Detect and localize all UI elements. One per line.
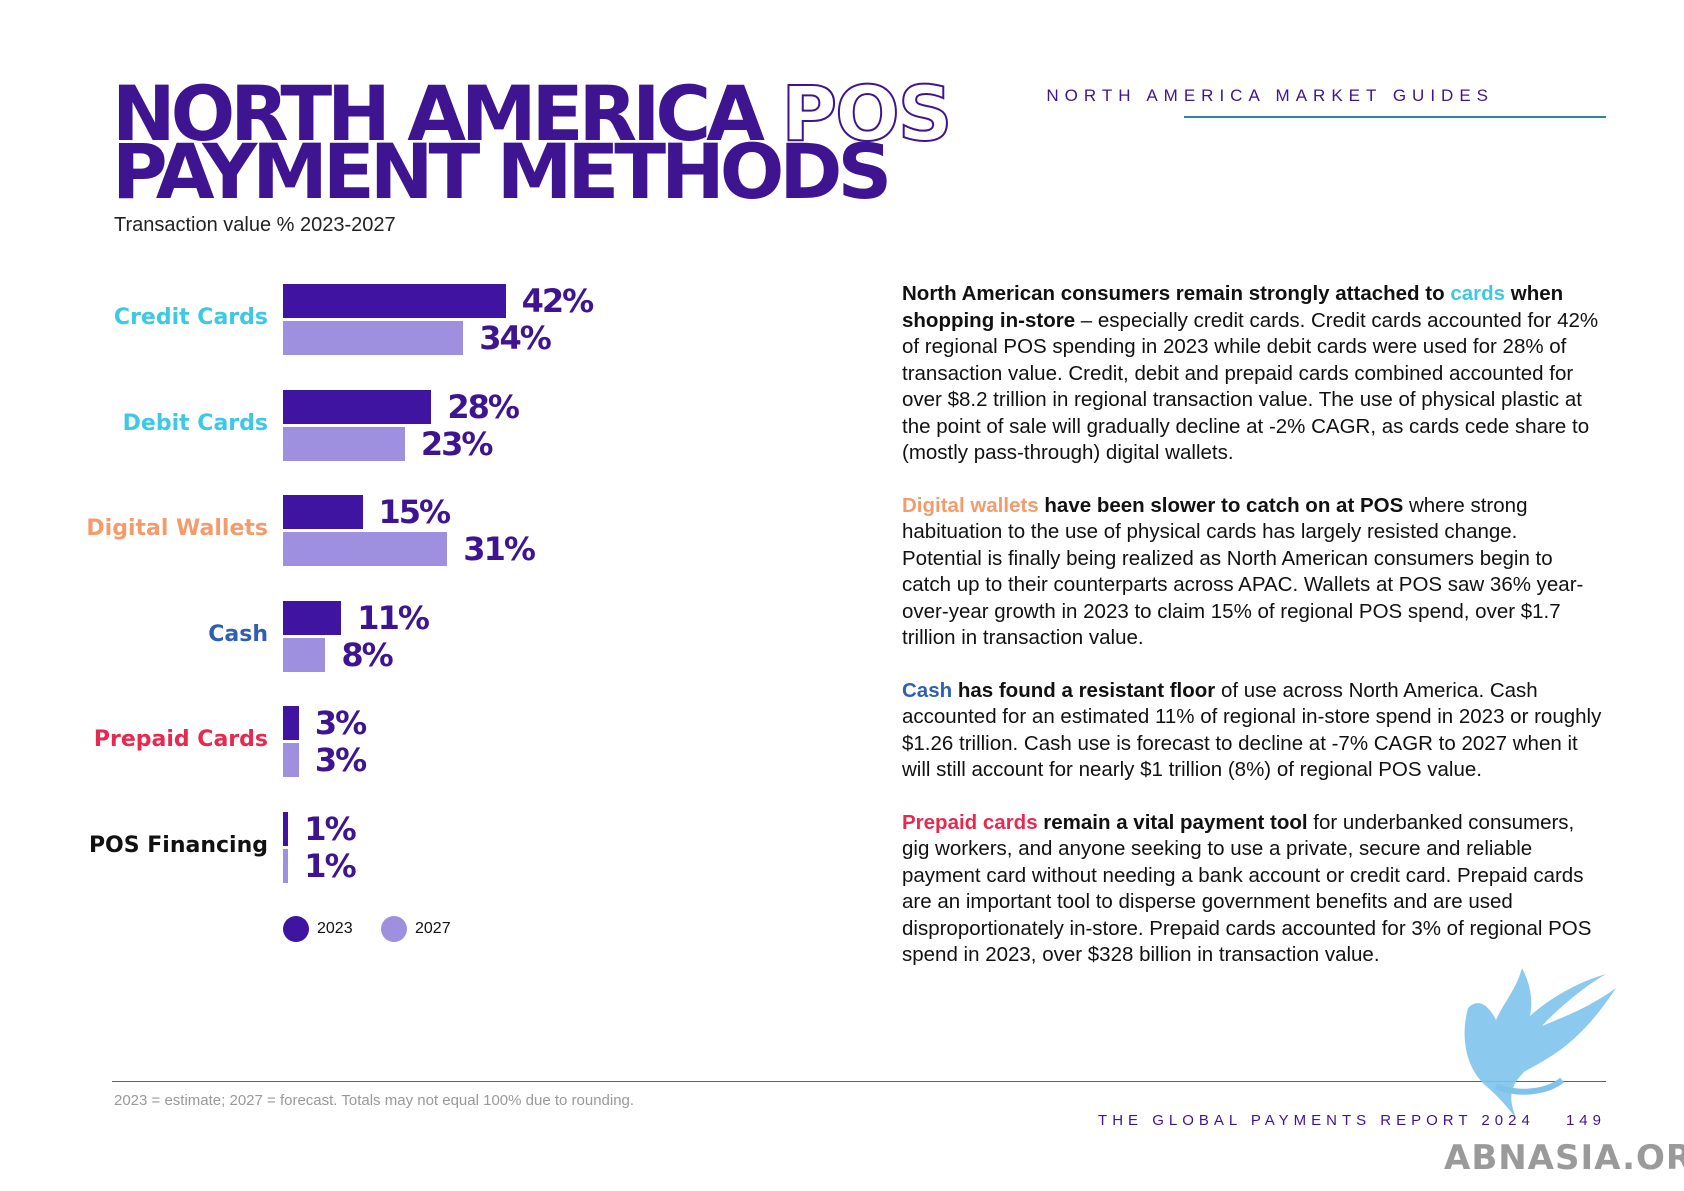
accent-cards: cards — [1450, 282, 1506, 305]
data-label-debit-cards-2027: 23% — [420, 424, 494, 463]
paragraph-prepaid-cards: Prepaid cards remain a vital payment too… — [902, 810, 1592, 967]
data-label-digital-wallets-2023: 15% — [378, 493, 452, 531]
report-title: THE GLOBAL PAYMENTS REPORT 2024 — [1098, 1112, 1535, 1129]
accent-cash: Cash — [902, 678, 953, 702]
market-guides-label: NORTH AMERICA MARKET GUIDES — [1046, 86, 1494, 105]
bar-prepaid-cards-2027 — [283, 743, 299, 777]
bar-pos-financing-2023 — [283, 811, 289, 846]
category-label-prepaid-cards: Prepaid Cards — [93, 727, 268, 752]
accent-digital-wallets: Digital wallets — [902, 493, 1039, 517]
bar-credit-cards-2023 — [283, 284, 506, 318]
data-label-cash-2023: 11% — [357, 598, 430, 637]
accent-prepaid-cards: Prepaid cards — [902, 810, 1038, 834]
commentary: North American consumers remain strongly… — [902, 281, 1602, 995]
footnote: 2023 = estimate; 2027 = forecast. Totals… — [114, 1092, 635, 1109]
data-label-prepaid-cards-2023: 3% — [314, 704, 367, 742]
data-label-debit-cards-2023: 28% — [447, 387, 520, 426]
bar-debit-cards-2027 — [283, 426, 405, 461]
paragraph-digital-wallets: Digital wallets have been slower to catc… — [902, 493, 1584, 650]
data-label-pos-financing-2023: 1% — [304, 809, 356, 848]
report-footer: THE GLOBAL PAYMENTS REPORT 2024 149 — [1098, 1112, 1606, 1129]
bird-logo-icon — [1464, 968, 1616, 1118]
data-label-pos-financing-2027: 1% — [304, 846, 356, 885]
category-label-digital-wallets: Digital Wallets — [86, 516, 268, 541]
category-label-cash: Cash — [208, 621, 268, 647]
legend-label-2027: 2027 — [415, 920, 451, 937]
data-label-credit-cards-2023: 42% — [521, 282, 595, 320]
category-label-credit-cards: Credit Cards — [113, 305, 268, 330]
bar-credit-cards-2027 — [283, 321, 464, 355]
watermark-text: ABNASIA.ORG — [1444, 1138, 1684, 1178]
page-number: 149 — [1565, 1112, 1606, 1129]
bar-debit-cards-2023 — [283, 389, 432, 424]
data-label-digital-wallets-2027: 31% — [463, 530, 536, 568]
bar-digital-wallets-2023 — [283, 495, 363, 529]
legend-swatch-2027 — [381, 916, 407, 942]
header-divider — [1184, 116, 1606, 118]
legend-swatch-2023 — [283, 916, 309, 942]
data-label-cash-2027: 8% — [341, 635, 393, 674]
title-bold-text: NORTH AMERICA — [112, 69, 765, 158]
bar-cash-2027 — [283, 637, 326, 672]
bar-cash-2023 — [283, 600, 342, 635]
footer-divider — [112, 1081, 1606, 1082]
category-label-debit-cards: Debit Cards — [122, 410, 268, 436]
paragraph-cards: North American consumers remain strongly… — [902, 282, 1599, 464]
chart-subtitle: Transaction value % 2023-2027 — [114, 214, 396, 236]
page-title-line-1: NORTH AMERICA POS — [112, 75, 954, 153]
bar-pos-financing-2027 — [283, 848, 289, 883]
data-label-credit-cards-2027: 34% — [479, 319, 552, 357]
legend-label-2023: 2023 — [317, 920, 353, 937]
category-label-pos-financing: POS Financing — [88, 832, 268, 858]
bar-digital-wallets-2027 — [283, 532, 448, 566]
data-label-prepaid-cards-2027: 3% — [314, 741, 367, 779]
paragraph-cash: Cash has found a resistant floor of use … — [902, 678, 1602, 782]
title-outline-text: POS — [780, 69, 953, 158]
page-title-line-2: PAYMENT METHODS — [112, 127, 892, 216]
bar-prepaid-cards-2023 — [283, 706, 299, 740]
